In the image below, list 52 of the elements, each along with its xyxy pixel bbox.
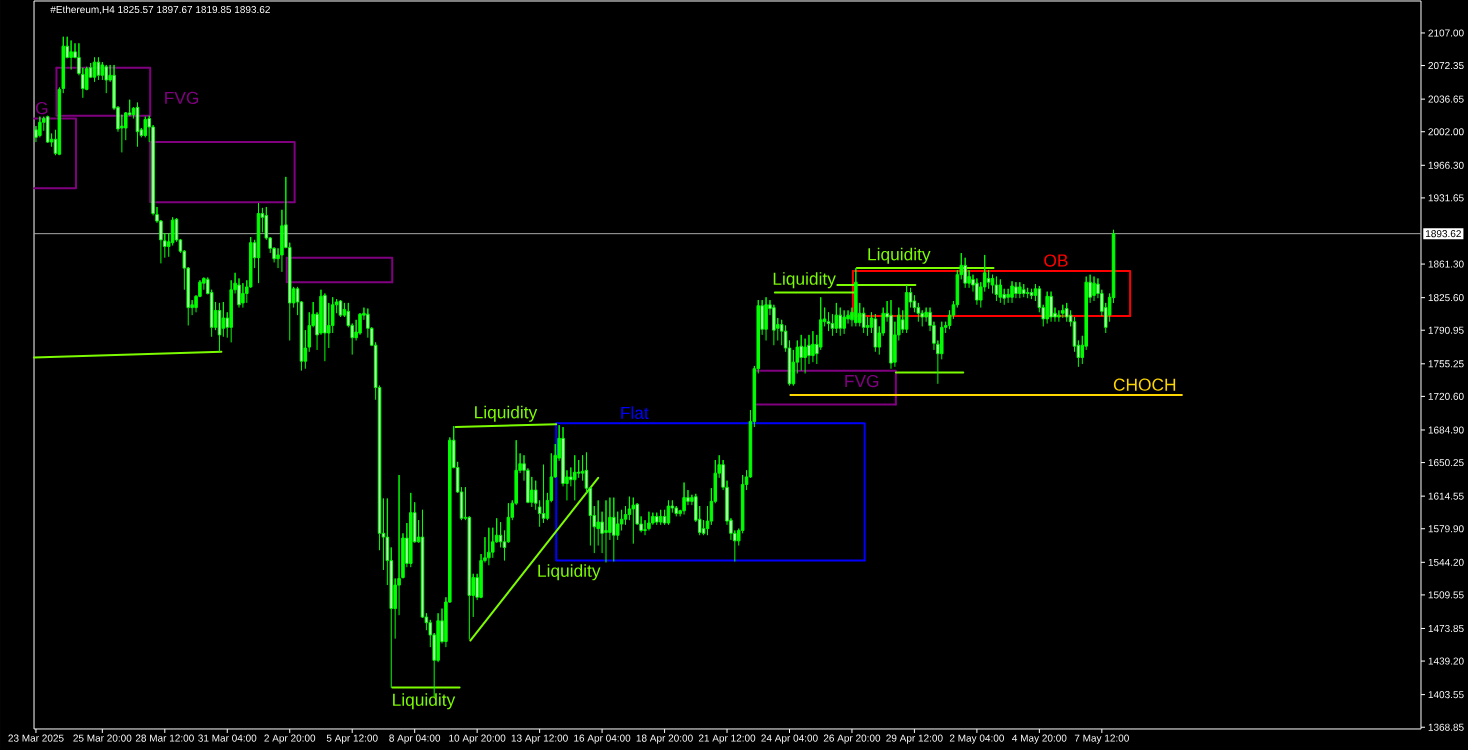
x-tick-label: 2 May 04:00 xyxy=(949,734,1004,744)
x-tick-label: 28 Mar 12:00 xyxy=(135,734,194,742)
annotation: Liquidity xyxy=(538,564,601,581)
y-tick-label: 1509.55 xyxy=(1428,591,1464,599)
y-tick-label: 1368.85 xyxy=(1428,723,1464,731)
y-tick-label: 1614.55 xyxy=(1428,492,1464,500)
y-tick-label: 1684.90 xyxy=(1428,426,1464,434)
annotation: OB xyxy=(1044,254,1068,267)
annotation: Liquidity xyxy=(868,247,931,264)
x-tick-label: 13 Apr 12:00 xyxy=(511,734,568,744)
y-tick-label: 1720.60 xyxy=(1428,392,1464,400)
x-tick-label: 26 Apr 20:00 xyxy=(823,734,881,744)
y-tick-label: 1966.30 xyxy=(1428,161,1464,169)
annotation: Flat xyxy=(621,406,649,420)
annotation: FVG xyxy=(845,374,879,388)
y-tick-label: 2002.00 xyxy=(1428,128,1464,136)
y-tick-label: 1825.60 xyxy=(1428,294,1464,302)
y-tick-label: 1403.55 xyxy=(1428,691,1464,699)
y-tick-label: 2107.00 xyxy=(1428,29,1464,37)
x-tick-label: 29 Apr 12:00 xyxy=(886,734,943,744)
x-tick-label: 25 Mar 20:00 xyxy=(73,734,132,742)
x-tick-label: 31 Mar 04:00 xyxy=(198,734,257,742)
y-tick-label: 2072.35 xyxy=(1428,62,1464,70)
y-tick-label: 1861.30 xyxy=(1428,260,1464,268)
x-tick-label: 8 Apr 04:00 xyxy=(389,734,441,744)
x-tick-label: 24 Apr 04:00 xyxy=(761,734,818,744)
x-tick-label: 18 Apr 20:00 xyxy=(636,734,693,744)
x-tick-label: 21 Apr 12:00 xyxy=(698,734,756,744)
x-tick-label: 4 May 20:00 xyxy=(1012,734,1067,744)
chart-title: #Ethereum,H4 1825.57 1897.67 1819.85 1893.62 xyxy=(50,5,270,15)
y-tick-label: 1579.90 xyxy=(1428,525,1464,533)
y-tick-label: 1439.20 xyxy=(1428,657,1464,665)
x-tick-label: 7 May 12:00 xyxy=(1074,734,1129,744)
y-tick-label: 1473.85 xyxy=(1428,624,1464,633)
annotation: Liquidity xyxy=(393,693,456,710)
y-tick-label: 1650.25 xyxy=(1428,459,1464,467)
x-tick-label: 5 Apr 12:00 xyxy=(326,734,378,744)
y-tick-label: 1544.20 xyxy=(1428,558,1464,566)
x-tick-label: 10 Apr 20:00 xyxy=(449,734,506,744)
annotation: Liquidity xyxy=(475,405,538,422)
annotation: G xyxy=(35,102,48,115)
x-tick-label: 16 Apr 04:00 xyxy=(574,734,631,744)
annotation: FVG xyxy=(165,91,199,104)
annotation: CHOCH xyxy=(1113,378,1176,391)
y-tick-label: 1755.25 xyxy=(1428,360,1464,368)
ref-line-label: 1893.62 xyxy=(1426,230,1461,238)
y-tick-label: 1790.95 xyxy=(1428,326,1464,334)
y-tick-label: 1931.65 xyxy=(1428,194,1464,202)
y-tick-label: 2036.65 xyxy=(1428,95,1464,103)
x-tick-label: 23 Mar 2025 xyxy=(8,734,64,742)
annotation: Liquidity xyxy=(773,272,836,289)
x-tick-label: 2 Apr 20:00 xyxy=(264,734,316,744)
